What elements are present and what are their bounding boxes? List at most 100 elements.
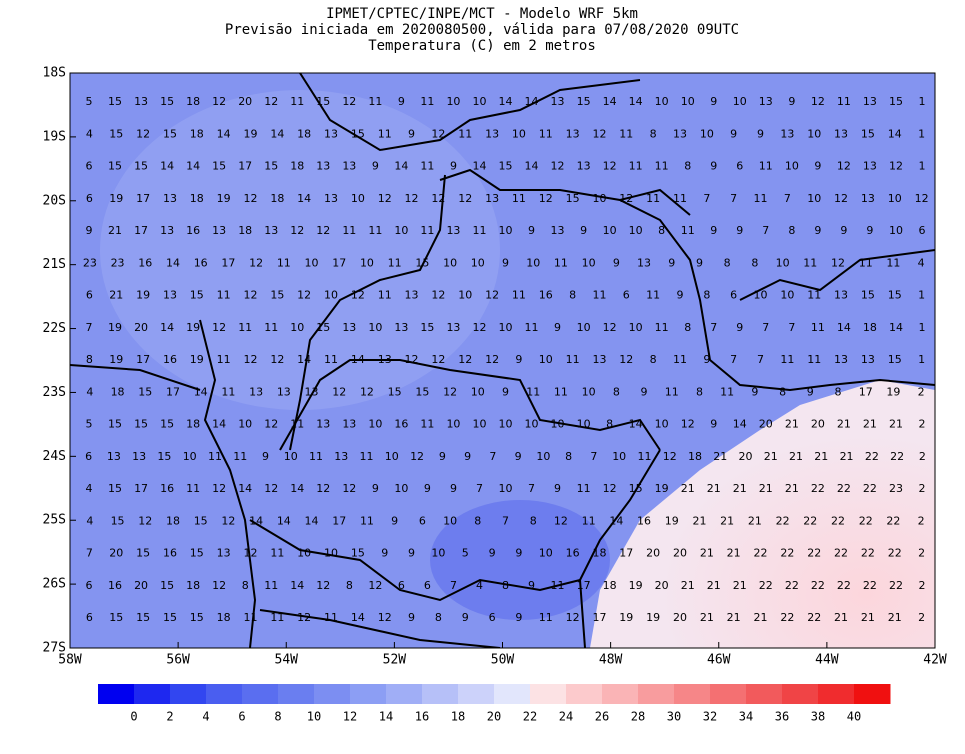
grid-value: 22 xyxy=(807,611,821,624)
grid-value: 7 xyxy=(757,353,764,366)
grid-value: 19 xyxy=(217,192,231,205)
grid-value: 14 xyxy=(166,256,180,269)
grid-value: 20 xyxy=(646,547,660,560)
grid-value: 12 xyxy=(619,353,633,366)
grid-value: 13 xyxy=(132,450,146,463)
grid-value: 22 xyxy=(803,514,817,527)
grid-value: 8 xyxy=(751,256,758,269)
grid-value: 11 xyxy=(368,95,382,108)
grid-value: 14 xyxy=(525,160,539,173)
grid-value: 9 xyxy=(408,127,415,140)
grid-value: 21 xyxy=(785,418,799,431)
grid-value: 19 xyxy=(629,579,643,592)
x-tick-label: 58W xyxy=(58,653,82,668)
grid-value: 11 xyxy=(655,160,669,173)
grid-value: 19 xyxy=(108,321,122,334)
grid-value: 8 xyxy=(684,160,691,173)
subtitle: Previsão iniciada em 2020080500, válida … xyxy=(225,22,739,38)
grid-value: 7 xyxy=(703,192,710,205)
grid-value: 4 xyxy=(476,579,483,592)
grid-value: 8 xyxy=(86,353,93,366)
warm-region xyxy=(590,380,935,648)
grid-value: 20 xyxy=(759,418,773,431)
colorbar-label: 6 xyxy=(238,710,245,724)
grid-value: 16 xyxy=(160,482,174,495)
grid-value: 13 xyxy=(592,353,606,366)
grid-value: 17 xyxy=(238,160,252,173)
grid-value: 8 xyxy=(502,579,509,592)
x-tick-label: 42W xyxy=(923,653,947,668)
grid-value: 10 xyxy=(526,256,540,269)
grid-value: 14 xyxy=(238,482,252,495)
grid-value: 11 xyxy=(378,127,392,140)
grid-value: 8 xyxy=(696,385,703,398)
grid-value: 16 xyxy=(186,224,200,237)
grid-value: 9 xyxy=(730,127,737,140)
grid-value: 15 xyxy=(163,127,177,140)
x-tick-label: 56W xyxy=(166,653,190,668)
grid-value: 10 xyxy=(471,256,485,269)
grid-value: 11 xyxy=(217,289,231,302)
grid-value: 19 xyxy=(886,385,900,398)
grid-value: 8 xyxy=(724,256,731,269)
grid-value: 16 xyxy=(163,547,177,560)
grid-value: 14 xyxy=(186,160,200,173)
grid-value: 21 xyxy=(889,418,903,431)
grid-value: 15 xyxy=(889,95,903,108)
grid-value: 12 xyxy=(915,192,929,205)
grid-value: 18 xyxy=(190,192,204,205)
grid-value: 14 xyxy=(351,353,365,366)
grid-value: 12 xyxy=(212,321,226,334)
grid-value: 9 xyxy=(528,579,535,592)
y-tick-label: 24S xyxy=(43,449,66,464)
grid-value: 17 xyxy=(332,514,346,527)
colorbar-label: 10 xyxy=(307,710,321,724)
grid-value: 4 xyxy=(86,385,93,398)
grid-value: 12 xyxy=(243,547,257,560)
grid-value: 13 xyxy=(334,450,348,463)
grid-value: 15 xyxy=(134,418,148,431)
grid-value: 2 xyxy=(918,418,925,431)
grid-value: 7 xyxy=(489,450,496,463)
grid-value: 18 xyxy=(190,127,204,140)
grid-value: 1 xyxy=(918,353,925,366)
grid-value: 21 xyxy=(681,579,695,592)
grid-value: 18 xyxy=(603,579,617,592)
grid-value: 6 xyxy=(918,224,925,237)
grid-value: 13 xyxy=(673,127,687,140)
grid-value: 18 xyxy=(297,127,311,140)
grid-value: 12 xyxy=(212,482,226,495)
grid-value: 19 xyxy=(136,289,150,302)
grid-value: 21 xyxy=(837,418,851,431)
grid-value: 19 xyxy=(190,353,204,366)
colorbar-swatch xyxy=(710,684,747,704)
grid-value: 13 xyxy=(637,256,651,269)
grid-value: 12 xyxy=(431,127,445,140)
grid-value: 15 xyxy=(415,385,429,398)
grid-value: 19 xyxy=(619,611,633,624)
grid-value: 22 xyxy=(780,611,794,624)
colorbar-swatch xyxy=(422,684,459,704)
grid-value: 8 xyxy=(242,579,249,592)
grid-value: 11 xyxy=(646,192,660,205)
grid-value: 11 xyxy=(186,482,200,495)
grid-value: 12 xyxy=(431,192,445,205)
grid-value: 21 xyxy=(754,611,768,624)
grid-value: 18 xyxy=(186,95,200,108)
grid-value: 11 xyxy=(290,95,304,108)
grid-value: 22 xyxy=(831,514,845,527)
grid-value: 11 xyxy=(238,321,252,334)
grid-value: 12 xyxy=(472,321,486,334)
grid-value: 9 xyxy=(613,256,620,269)
x-tick-label: 44W xyxy=(815,653,839,668)
grid-value: 12 xyxy=(619,192,633,205)
grid-value: 15 xyxy=(134,160,148,173)
grid-value: 11 xyxy=(360,514,374,527)
grid-value: 15 xyxy=(577,95,591,108)
grid-value: 8 xyxy=(788,224,795,237)
colorbar-label: 28 xyxy=(631,710,645,724)
grid-value: 14 xyxy=(629,95,643,108)
grid-value: 13 xyxy=(577,160,591,173)
grid-value: 15 xyxy=(415,256,429,269)
grid-value: 8 xyxy=(346,579,353,592)
